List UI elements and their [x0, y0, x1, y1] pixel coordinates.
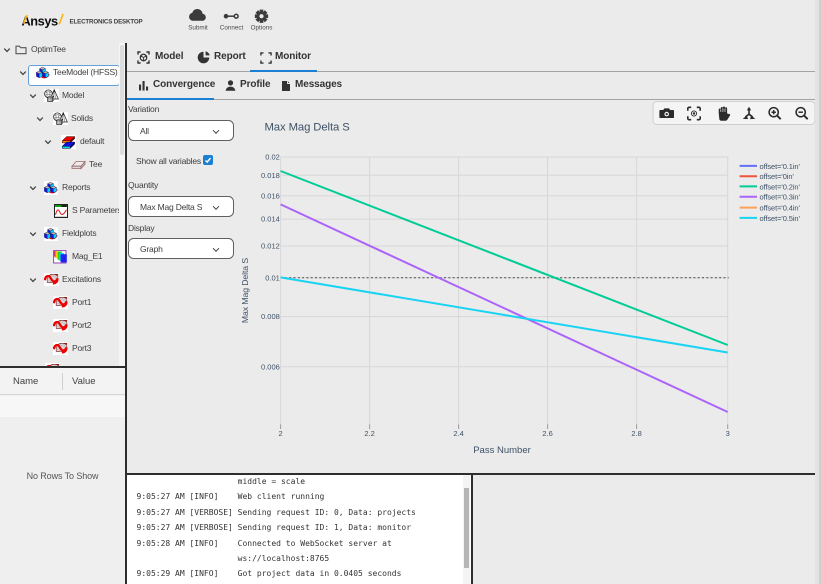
svg-text:Max Mag Delta S: Max Mag Delta S [265, 122, 351, 134]
svg-text:2.4: 2.4 [453, 429, 463, 438]
svg-text:offset='0.4in': offset='0.4in' [760, 204, 801, 213]
svg-text:0.014: 0.014 [261, 215, 280, 224]
svg-text:ELECTRONICS DESKTOP: ELECTRONICS DESKTOP [70, 18, 143, 25]
svg-text:Options: Options [251, 25, 273, 32]
svg-text:3: 3 [726, 429, 730, 438]
svg-text:2.2: 2.2 [364, 429, 374, 438]
svg-text:0.012: 0.012 [261, 242, 280, 251]
svg-text:offset='0.2in': offset='0.2in' [760, 182, 801, 191]
svg-text:2: 2 [279, 429, 283, 438]
svg-text:Max Mag Delta S: Max Mag Delta S [240, 258, 250, 323]
svg-text:offset='0.5in': offset='0.5in' [760, 214, 801, 223]
svg-text:0.006: 0.006 [261, 362, 280, 371]
svg-text:0.018: 0.018 [261, 171, 280, 180]
svg-text:2.6: 2.6 [542, 429, 552, 438]
svg-text:Submit: Submit [188, 25, 208, 32]
svg-text:offset='0.3in': offset='0.3in' [760, 193, 801, 202]
svg-text:0.016: 0.016 [261, 192, 280, 201]
svg-text:Ansys: Ansys [22, 13, 58, 28]
svg-text:offset='0in': offset='0in' [760, 172, 795, 181]
svg-text:Connect: Connect [220, 25, 244, 32]
svg-text:offset='0.1in': offset='0.1in' [760, 162, 801, 171]
svg-text:2.8: 2.8 [631, 429, 641, 438]
svg-text:0.008: 0.008 [261, 312, 280, 321]
svg-text:0.01: 0.01 [265, 273, 280, 282]
svg-text:Pass Number: Pass Number [473, 445, 531, 456]
svg-text:0.02: 0.02 [265, 153, 280, 162]
